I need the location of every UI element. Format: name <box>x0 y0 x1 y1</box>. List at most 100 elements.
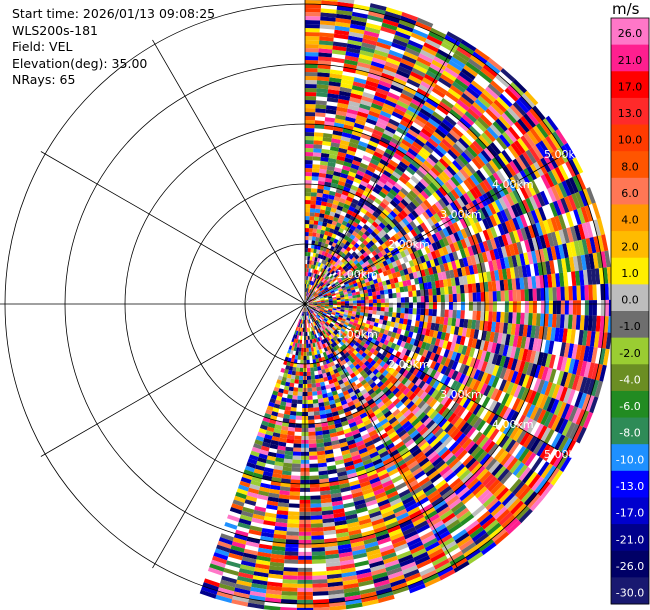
velocity-gate <box>575 409 586 426</box>
velocity-gate <box>396 328 402 335</box>
velocity-gate <box>339 322 345 326</box>
velocity-gate <box>404 297 409 303</box>
velocity-gate <box>440 374 448 384</box>
velocity-gate <box>524 337 531 350</box>
velocity-gate <box>444 332 450 342</box>
velocity-gate <box>278 494 290 500</box>
range-ring-label: 3.00km <box>440 208 482 221</box>
velocity-gate <box>468 83 483 96</box>
velocity-gate <box>382 209 390 217</box>
velocity-gate <box>391 218 399 226</box>
velocity-gate <box>352 548 367 556</box>
velocity-gate <box>322 193 329 199</box>
velocity-gate <box>399 62 414 72</box>
velocity-gate <box>422 321 428 329</box>
velocity-gate <box>344 296 349 300</box>
velocity-gate <box>380 454 391 462</box>
velocity-gate <box>392 408 401 417</box>
velocity-gate <box>300 359 304 364</box>
velocity-gate <box>427 66 443 78</box>
velocity-gate <box>489 249 496 261</box>
velocity-gate <box>259 486 270 493</box>
velocity-gate <box>478 242 486 253</box>
velocity-gate <box>295 339 299 344</box>
velocity-gate <box>526 419 537 434</box>
velocity-gate <box>327 325 332 330</box>
velocity-gate <box>291 370 296 376</box>
velocity-gate <box>363 312 369 317</box>
velocity-gate <box>513 266 520 279</box>
velocity-gate <box>444 471 457 483</box>
velocity-gate <box>342 453 352 460</box>
velocity-gate <box>461 472 474 484</box>
velocity-gate <box>472 380 481 391</box>
velocity-gate <box>454 532 470 544</box>
velocity-gate <box>414 435 425 445</box>
velocity-gate <box>394 282 400 288</box>
velocity-gate <box>508 219 517 232</box>
velocity-gate <box>267 451 277 458</box>
velocity-gate <box>432 523 447 535</box>
velocity-gate <box>525 349 533 363</box>
velocity-gate <box>422 365 430 374</box>
velocity-gate <box>330 407 338 413</box>
velocity-gate <box>456 74 471 87</box>
velocity-gate <box>397 212 405 221</box>
velocity-gate <box>480 311 485 321</box>
velocity-gate <box>281 425 289 431</box>
velocity-gate <box>320 301 325 303</box>
velocity-gate <box>327 219 333 225</box>
velocity-gate <box>380 173 390 182</box>
velocity-gate <box>554 215 563 231</box>
velocity-gate <box>522 324 528 337</box>
velocity-gate <box>564 404 575 421</box>
velocity-gate <box>510 323 517 336</box>
velocity-gate <box>316 386 322 392</box>
velocity-gate <box>518 201 527 215</box>
velocity-gate <box>452 302 457 311</box>
velocity-gate <box>456 466 468 478</box>
velocity-gate <box>447 359 455 369</box>
velocity-gate <box>346 468 357 475</box>
velocity-gate <box>248 594 266 602</box>
velocity-gate <box>381 22 398 31</box>
velocity-gate <box>278 437 287 443</box>
velocity-gate <box>485 426 497 439</box>
velocity-gate <box>322 218 329 223</box>
range-ring-label: 3.00km <box>440 388 482 401</box>
velocity-gate <box>335 294 341 297</box>
velocity-gate <box>313 220 319 225</box>
velocity-gate <box>338 551 353 558</box>
velocity-gate <box>432 111 445 122</box>
velocity-gate <box>420 190 430 200</box>
velocity-gate <box>350 277 356 282</box>
velocity-gate <box>503 279 509 291</box>
velocity-gate <box>361 271 367 277</box>
velocity-gate <box>355 440 365 447</box>
velocity-gate <box>345 366 352 372</box>
velocity-gate <box>460 385 470 396</box>
velocity-gate <box>331 311 336 314</box>
velocity-gate <box>358 447 368 455</box>
velocity-gate <box>341 238 348 245</box>
velocity-gate <box>307 260 310 265</box>
velocity-gate <box>507 369 515 382</box>
velocity-gate <box>386 382 394 390</box>
velocity-gate <box>450 176 461 187</box>
velocity-gate <box>490 388 499 400</box>
velocity-gate <box>422 393 431 403</box>
velocity-gate <box>360 484 372 492</box>
velocity-gate <box>435 502 449 514</box>
velocity-gate <box>503 208 513 221</box>
velocity-gate <box>426 34 443 46</box>
velocity-gate <box>392 398 401 406</box>
velocity-gate <box>468 292 473 302</box>
velocity-gate <box>550 185 561 201</box>
plot-info: Start time: 2026/01/13 09:08:25 WLS200s-… <box>12 6 215 89</box>
velocity-gate <box>368 372 376 379</box>
velocity-gate <box>322 247 327 252</box>
velocity-gate <box>383 555 398 565</box>
velocity-gate <box>329 268 334 274</box>
velocity-gate <box>362 329 368 335</box>
colorbar-segment <box>611 151 649 179</box>
